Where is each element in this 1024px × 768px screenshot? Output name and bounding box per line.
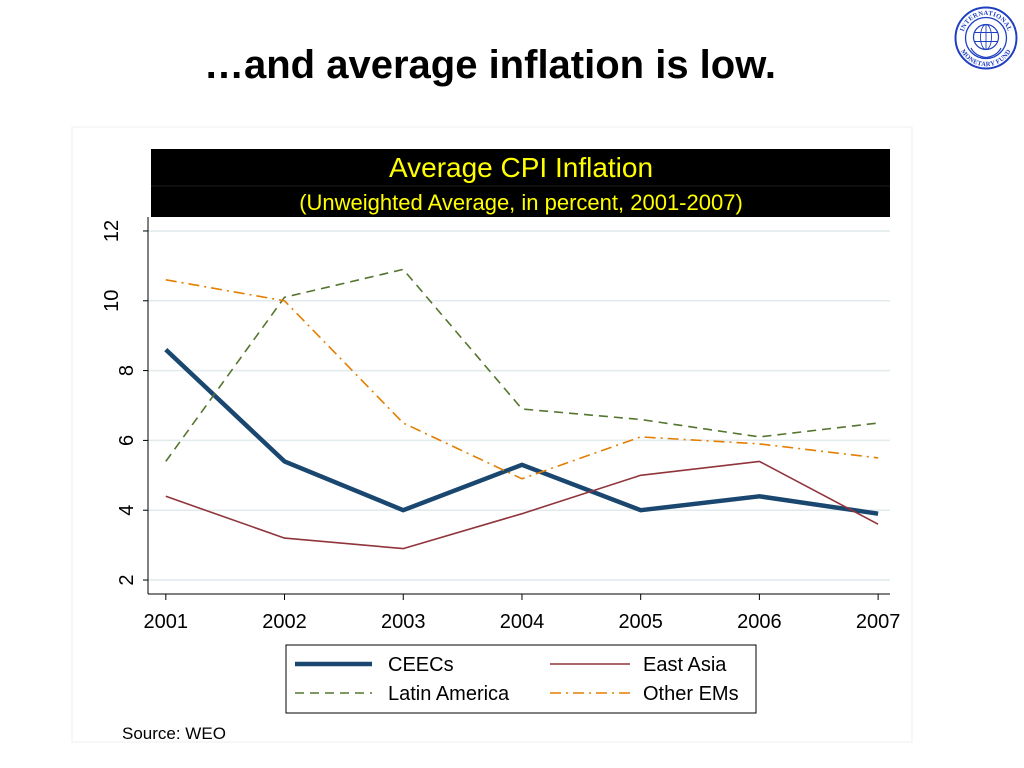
y-tick-label: 2	[116, 574, 138, 585]
legend-item: Latin America	[295, 683, 510, 705]
series-line-east-asia	[165, 460, 879, 550]
series-lines	[164, 268, 879, 550]
legend-item: Other EMs	[550, 683, 739, 705]
legend-label: CEECs	[388, 654, 454, 676]
legend-label: East Asia	[643, 654, 727, 676]
legend-label: Other EMs	[643, 683, 739, 705]
laurel-icon	[970, 47, 1002, 59]
legend-box	[285, 644, 757, 714]
y-axis-ticks: 2 4 6 8 10 12	[101, 220, 148, 586]
x-tick-label: 2007	[856, 611, 901, 633]
gridlines	[148, 230, 890, 581]
x-tick-label: 2002	[262, 611, 307, 633]
logo-inner-ring	[964, 16, 1008, 60]
legend: CEECs East Asia Latin America Other EMs	[285, 644, 757, 714]
legend-item: East Asia	[550, 654, 727, 676]
logo-outer-ring	[954, 6, 1018, 70]
series-line-ceecs	[164, 347, 879, 516]
x-tick-label: 2003	[381, 611, 426, 633]
y-tick-label: 6	[116, 435, 138, 446]
legend-items: CEECs East Asia Latin America Other EMs	[295, 654, 739, 705]
y-tick-label: 10	[101, 290, 123, 312]
imf-logo: INTERNATIONAL MONETARY FUND	[954, 6, 1018, 70]
x-tick-label: 2004	[500, 611, 545, 633]
legend-item: CEECs	[295, 654, 454, 676]
series-line-other-ems	[165, 279, 879, 480]
source-note: Source: WEO	[122, 724, 226, 743]
y-tick-label: 4	[116, 505, 138, 516]
x-tick-label: 2005	[618, 611, 663, 633]
x-tick-label: 2001	[144, 611, 189, 633]
chart-title: Average CPI Inflation	[389, 152, 653, 183]
y-tick-label: 12	[101, 220, 123, 242]
chart-subtitle: (Unweighted Average, in percent, 2001-20…	[299, 190, 743, 215]
legend-label: Latin America	[388, 683, 510, 705]
globe-icon	[972, 23, 1000, 51]
x-tick-label: 2006	[737, 611, 782, 633]
slide-title: …and average inflation is low.	[204, 43, 776, 87]
x-axis-ticks: 2001 2002 2003 2004 2005 2006 2007	[144, 594, 901, 633]
y-tick-label: 8	[116, 365, 138, 376]
chart-header	[151, 149, 890, 217]
series-line-latin-america	[165, 268, 879, 462]
